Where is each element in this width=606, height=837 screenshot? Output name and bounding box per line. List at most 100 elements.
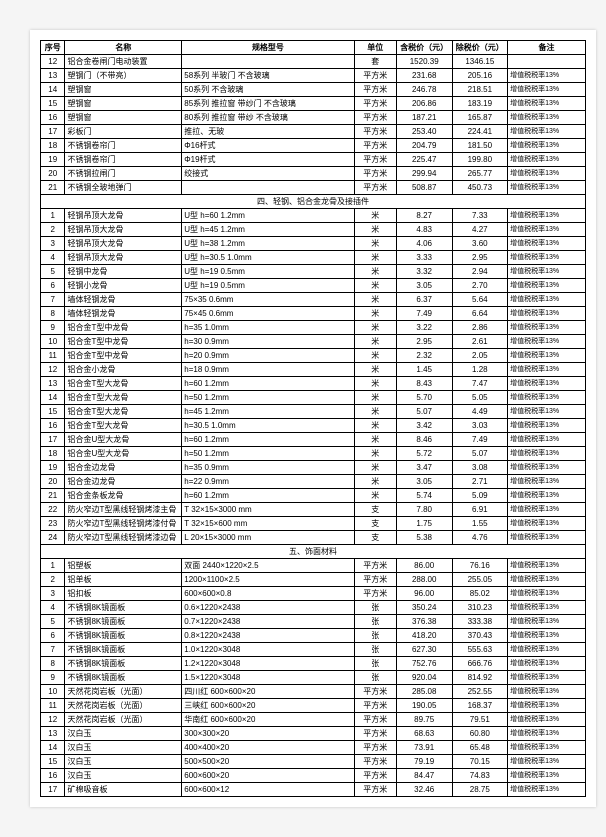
cell-name: 铝合金T型中龙骨: [65, 335, 182, 349]
cell-price-tax: 86.00: [396, 559, 452, 573]
cell-index: 14: [41, 741, 65, 755]
cell-unit: 平方米: [354, 559, 396, 573]
cell-index: 1: [41, 559, 65, 573]
table-row: 13塑钢门（不带亮）58系列 半玻门 不含玻璃平方米231.68205.16增值…: [41, 69, 586, 83]
cell-unit: 平方米: [354, 685, 396, 699]
cell-remark: 增值税税率13%: [508, 559, 586, 573]
cell-name: 铝合金条板龙骨: [65, 489, 182, 503]
cell-price-notax: 7.33: [452, 209, 508, 223]
cell-spec: U型 h=19 0.5mm: [182, 265, 354, 279]
cell-price-notax: 3.08: [452, 461, 508, 475]
cell-spec: 四川红 600×600×20: [182, 685, 354, 699]
cell-spec: h=30 0.9mm: [182, 335, 354, 349]
cell-remark: 增值税税率13%: [508, 769, 586, 783]
cell-unit: 支: [354, 517, 396, 531]
cell-price-notax: 5.09: [452, 489, 508, 503]
cell-remark: 增值税税率13%: [508, 447, 586, 461]
cell-spec: h=50 1.2mm: [182, 447, 354, 461]
cell-spec: h=20 0.9mm: [182, 349, 354, 363]
cell-remark: 增值税税率13%: [508, 755, 586, 769]
cell-name: 不锈钢8K镜面板: [65, 615, 182, 629]
cell-spec: U型 h=19 0.5mm: [182, 279, 354, 293]
cell-price-tax: 1.75: [396, 517, 452, 531]
cell-remark: 增值税税率13%: [508, 251, 586, 265]
cell-spec: h=50 1.2mm: [182, 391, 354, 405]
cell-unit: 平方米: [354, 713, 396, 727]
cell-index: 8: [41, 307, 65, 321]
cell-remark: 增值税税率13%: [508, 153, 586, 167]
cell-unit: 张: [354, 629, 396, 643]
table-row: 20铝合金边龙骨h=22 0.9mm米3.052.71增值税税率13%: [41, 475, 586, 489]
cell-unit: 平方米: [354, 69, 396, 83]
cell-spec: h=35 1.0mm: [182, 321, 354, 335]
table-row: 22防火窄边T型黑线轻钢烤漆主骨T 32×15×3000 mm支7.806.91…: [41, 503, 586, 517]
cell-unit: 平方米: [354, 741, 396, 755]
table-row: 11铝合金T型中龙骨h=20 0.9mm米2.322.05增值税税率13%: [41, 349, 586, 363]
cell-unit: 套: [354, 55, 396, 69]
cell-remark: 增值税税率13%: [508, 531, 586, 545]
table-row: 14铝合金T型大龙骨h=50 1.2mm米5.705.05增值税税率13%: [41, 391, 586, 405]
cell-spec: Φ19杆式: [182, 153, 354, 167]
cell-price-tax: 8.43: [396, 377, 452, 391]
cell-spec: 1.0×1220×3048: [182, 643, 354, 657]
cell-unit: 米: [354, 447, 396, 461]
cell-name: 不锈钢8K镜面板: [65, 657, 182, 671]
cell-spec: h=18 0.9mm: [182, 363, 354, 377]
cell-remark: 增值税税率13%: [508, 321, 586, 335]
cell-index: 12: [41, 363, 65, 377]
cell-price-notax: 224.41: [452, 125, 508, 139]
cell-unit: 米: [354, 265, 396, 279]
cell-remark: 增值税税率13%: [508, 405, 586, 419]
cell-spec: 0.8×1220×2438: [182, 629, 354, 643]
cell-price-tax: 920.04: [396, 671, 452, 685]
cell-price-tax: 3.05: [396, 475, 452, 489]
cell-price-notax: 255.05: [452, 573, 508, 587]
cell-price-notax: 60.80: [452, 727, 508, 741]
cell-price-notax: 6.64: [452, 307, 508, 321]
cell-remark: 增值税税率13%: [508, 503, 586, 517]
cell-remark: 增值税税率13%: [508, 97, 586, 111]
col-remark: 备注: [508, 41, 586, 55]
cell-price-notax: 65.48: [452, 741, 508, 755]
table-row: 7墙体轻钢龙骨75×35 0.6mm米6.375.64增值税税率13%: [41, 293, 586, 307]
table-row: 12铝合金小龙骨h=18 0.9mm米1.451.28增值税税率13%: [41, 363, 586, 377]
cell-price-notax: 183.19: [452, 97, 508, 111]
cell-spec: h=35 0.9mm: [182, 461, 354, 475]
cell-price-notax: 2.61: [452, 335, 508, 349]
cell-price-tax: 4.83: [396, 223, 452, 237]
cell-price-tax: 418.20: [396, 629, 452, 643]
cell-name: 彩板门: [65, 125, 182, 139]
cell-unit: 平方米: [354, 167, 396, 181]
cell-unit: 平方米: [354, 755, 396, 769]
table-row: 2铝单板1200×1100×2.5平方米288.00255.05增值税税率13%: [41, 573, 586, 587]
cell-unit: 米: [354, 307, 396, 321]
cell-spec: 0.6×1220×2438: [182, 601, 354, 615]
cell-spec: U型 h=45 1.2mm: [182, 223, 354, 237]
cell-unit: 米: [354, 377, 396, 391]
cell-index: 18: [41, 139, 65, 153]
cell-price-tax: 3.22: [396, 321, 452, 335]
cell-index: 23: [41, 517, 65, 531]
cell-index: 13: [41, 377, 65, 391]
cell-remark: 增值税税率13%: [508, 713, 586, 727]
cell-price-notax: 2.05: [452, 349, 508, 363]
cell-name: 铝合金U型大龙骨: [65, 433, 182, 447]
cell-unit: 米: [354, 223, 396, 237]
cell-price-notax: 205.16: [452, 69, 508, 83]
cell-name: 轻钢小龙骨: [65, 279, 182, 293]
cell-price-notax: 814.92: [452, 671, 508, 685]
cell-remark: 增值税税率13%: [508, 489, 586, 503]
cell-index: 4: [41, 601, 65, 615]
table-row: 6不锈钢8K镜面板0.8×1220×2438张418.20370.43增值税税率…: [41, 629, 586, 643]
cell-index: 12: [41, 713, 65, 727]
cell-price-notax: 199.80: [452, 153, 508, 167]
cell-spec: T 32×15×3000 mm: [182, 503, 354, 517]
cell-index: 19: [41, 461, 65, 475]
cell-price-notax: 218.51: [452, 83, 508, 97]
cell-spec: U型 h=38 1.2mm: [182, 237, 354, 251]
cell-price-tax: 508.87: [396, 181, 452, 195]
table-row: 12铝合金卷闸门电动装置套1520.391346.15: [41, 55, 586, 69]
cell-name: 不锈钢8K镜面板: [65, 671, 182, 685]
table-row: 7不锈钢8K镜面板1.0×1220×3048张627.30555.63增值税税率…: [41, 643, 586, 657]
cell-price-notax: 1346.15: [452, 55, 508, 69]
